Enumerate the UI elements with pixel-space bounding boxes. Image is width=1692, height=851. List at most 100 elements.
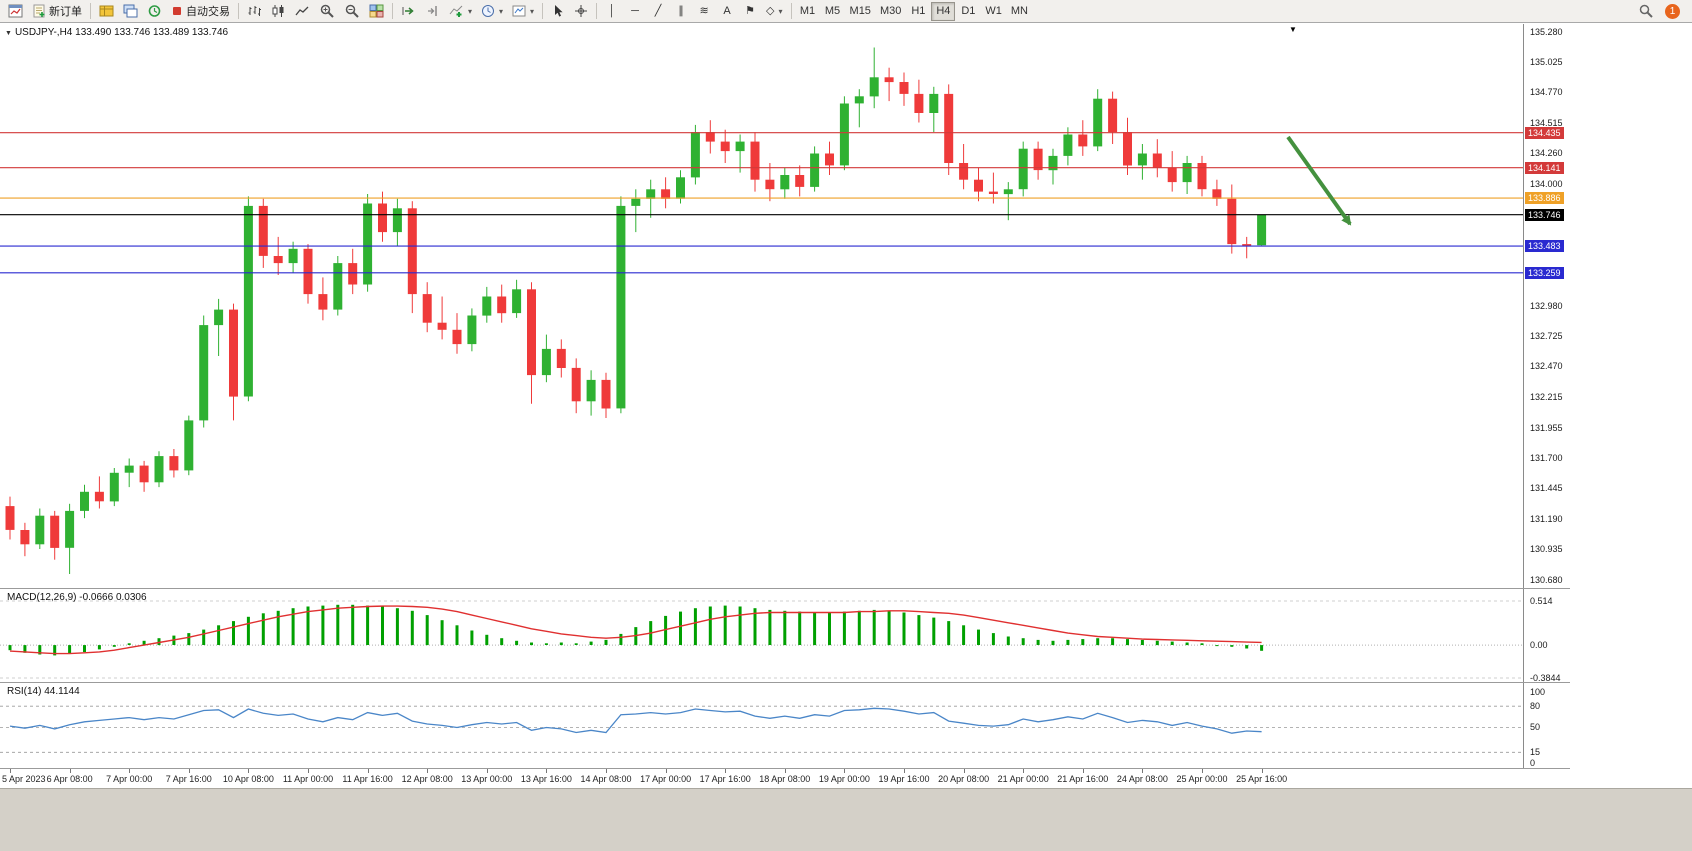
auto-trading-label: 自动交易: [186, 6, 230, 18]
time-axis-label: 10 Apr 08:00: [222, 774, 274, 784]
candle-body: [65, 510, 75, 548]
search-button[interactable]: [1634, 1, 1658, 21]
market-watch-icon[interactable]: [95, 1, 118, 21]
symbol-ohlc-text: USDJPY-,H4 133.490 133.746 133.489 133.7…: [14, 27, 229, 38]
candle-body: [1242, 244, 1252, 247]
panel-separator[interactable]: [0, 682, 1570, 683]
fibonacci-tool-button[interactable]: ≋: [693, 1, 715, 21]
data-window-icon[interactable]: [119, 1, 142, 21]
label-tool-button[interactable]: ⚑: [739, 1, 761, 21]
candle-body: [1227, 198, 1237, 245]
panel-separator[interactable]: [0, 588, 1570, 589]
timeframe-mn-button[interactable]: MN: [1007, 2, 1032, 21]
zoom-out-button[interactable]: [340, 1, 364, 21]
macd-histogram-bar: [425, 615, 429, 646]
chart-shift-button[interactable]: [421, 1, 444, 21]
candle-body: [452, 329, 462, 345]
navigator-icon[interactable]: [143, 1, 166, 21]
toolbar-separator: [790, 3, 792, 19]
macd-histogram-bar: [336, 604, 340, 646]
templates-dropdown-button[interactable]: ▾: [508, 1, 538, 21]
macd-histogram-bar: [1245, 645, 1249, 649]
chart-shift-marker[interactable]: ▼: [1289, 25, 1297, 34]
macd-histogram-bar: [515, 640, 519, 646]
toolbar-separator: [596, 3, 598, 19]
resistance-line-134435-tag: 134.435: [1525, 126, 1564, 139]
macd-histogram-bar: [321, 605, 325, 645]
price-axis[interactable]: 135.280 135.025 134.770 134.515 134.260 134.0…: [1523, 24, 1570, 768]
new-order-button[interactable]: 新订单: [28, 1, 86, 21]
toolbar-separator: [542, 3, 544, 19]
crosshair-button[interactable]: [570, 1, 592, 21]
bar-chart-icon: [248, 6, 261, 16]
trend-arrow[interactable]: [1286, 135, 1352, 226]
trendline-tool-button[interactable]: ╱: [647, 1, 669, 21]
time-axis-label: 18 Apr 08:00: [759, 774, 811, 784]
bottom-area: [0, 788, 1692, 851]
time-axis-label: 21 Apr 16:00: [1057, 774, 1109, 784]
macd-histogram-bar: [366, 605, 370, 645]
macd-histogram-bar: [1066, 639, 1070, 645]
timeframe-m30-button[interactable]: M30: [876, 2, 905, 21]
timeframe-d1-button[interactable]: D1: [956, 2, 980, 21]
trendline-icon: ╱: [654, 4, 662, 17]
chart-window-icon[interactable]: [4, 1, 27, 21]
line-chart-type-button[interactable]: [291, 1, 314, 21]
time-axis-label: 12 Apr 08:00: [401, 774, 453, 784]
cursor-button[interactable]: [547, 1, 569, 21]
rsi-panel[interactable]: [0, 684, 1523, 768]
auto-scroll-button[interactable]: [397, 1, 420, 21]
time-tick: [784, 769, 786, 773]
macd-histogram-bar: [1215, 645, 1219, 647]
rsi-label: RSI(14) 44.1144: [7, 686, 80, 697]
candle-body: [974, 179, 983, 192]
time-tick: [69, 769, 71, 773]
macd-histogram-bar: [306, 606, 310, 646]
macd-axis-label: 0.514: [1530, 595, 1553, 606]
text-tool-button[interactable]: A: [716, 1, 738, 21]
timeframe-w1-button[interactable]: W1: [981, 2, 1006, 21]
shapes-dropdown-button[interactable]: ◇ ▾: [762, 1, 786, 21]
time-tick: [665, 769, 667, 773]
auto-scroll-icon: [402, 7, 414, 15]
timeframe-m5-button[interactable]: M5: [821, 2, 845, 21]
timeframe-h1-button[interactable]: H1: [906, 2, 930, 21]
tile-windows-button[interactable]: [365, 1, 388, 21]
horizontal-line-tool-button[interactable]: ─: [624, 1, 646, 21]
one-click-trading-toggle[interactable]: ▼: [5, 30, 12, 37]
candle-body: [407, 208, 417, 295]
candle-body: [884, 77, 894, 83]
macd-histogram-bar: [1096, 638, 1100, 646]
time-tick: [427, 769, 429, 773]
timeframe-m1-button[interactable]: M1: [796, 2, 820, 21]
macd-histogram-bar: [217, 625, 221, 645]
candlestick-icon: [272, 5, 284, 17]
chevron-down-icon: ▾: [499, 6, 504, 16]
candlestick-chart[interactable]: [0, 24, 1523, 588]
notification-badge[interactable]: 1: [1665, 3, 1680, 19]
macd-histogram-bar: [1140, 639, 1144, 645]
macd-histogram-bar: [574, 643, 578, 645]
periods-dropdown-button[interactable]: ▾: [477, 1, 507, 21]
zoom-out-icon: [345, 4, 359, 18]
vertical-line-tool-button[interactable]: │: [601, 1, 623, 21]
text-icon: A: [723, 4, 731, 17]
cursor-icon: [554, 5, 563, 17]
channel-tool-button[interactable]: ∥: [670, 1, 692, 21]
bar-chart-type-button[interactable]: [243, 1, 266, 21]
macd-histogram-bar: [246, 616, 250, 646]
timeframe-m15-button[interactable]: M15: [846, 2, 875, 21]
time-tick: [10, 769, 11, 773]
zoom-in-button[interactable]: [315, 1, 339, 21]
macd-histogram-bar: [887, 610, 891, 646]
auto-trading-icon: [173, 7, 181, 15]
indicators-dropdown-button[interactable]: ▾: [445, 1, 476, 21]
macd-panel[interactable]: [0, 590, 1523, 682]
time-tick: [1023, 769, 1025, 773]
auto-trading-button[interactable]: 自动交易: [167, 1, 234, 21]
candlestick-type-button[interactable]: [267, 1, 290, 21]
candle-body: [676, 177, 685, 199]
time-axis[interactable]: 5 Apr 2023 6 Apr 08:00 7 Apr 00:00 7 Apr 16…: [0, 769, 1570, 787]
timeframe-h4-button[interactable]: H4: [931, 1, 956, 21]
candle-body: [944, 93, 954, 163]
